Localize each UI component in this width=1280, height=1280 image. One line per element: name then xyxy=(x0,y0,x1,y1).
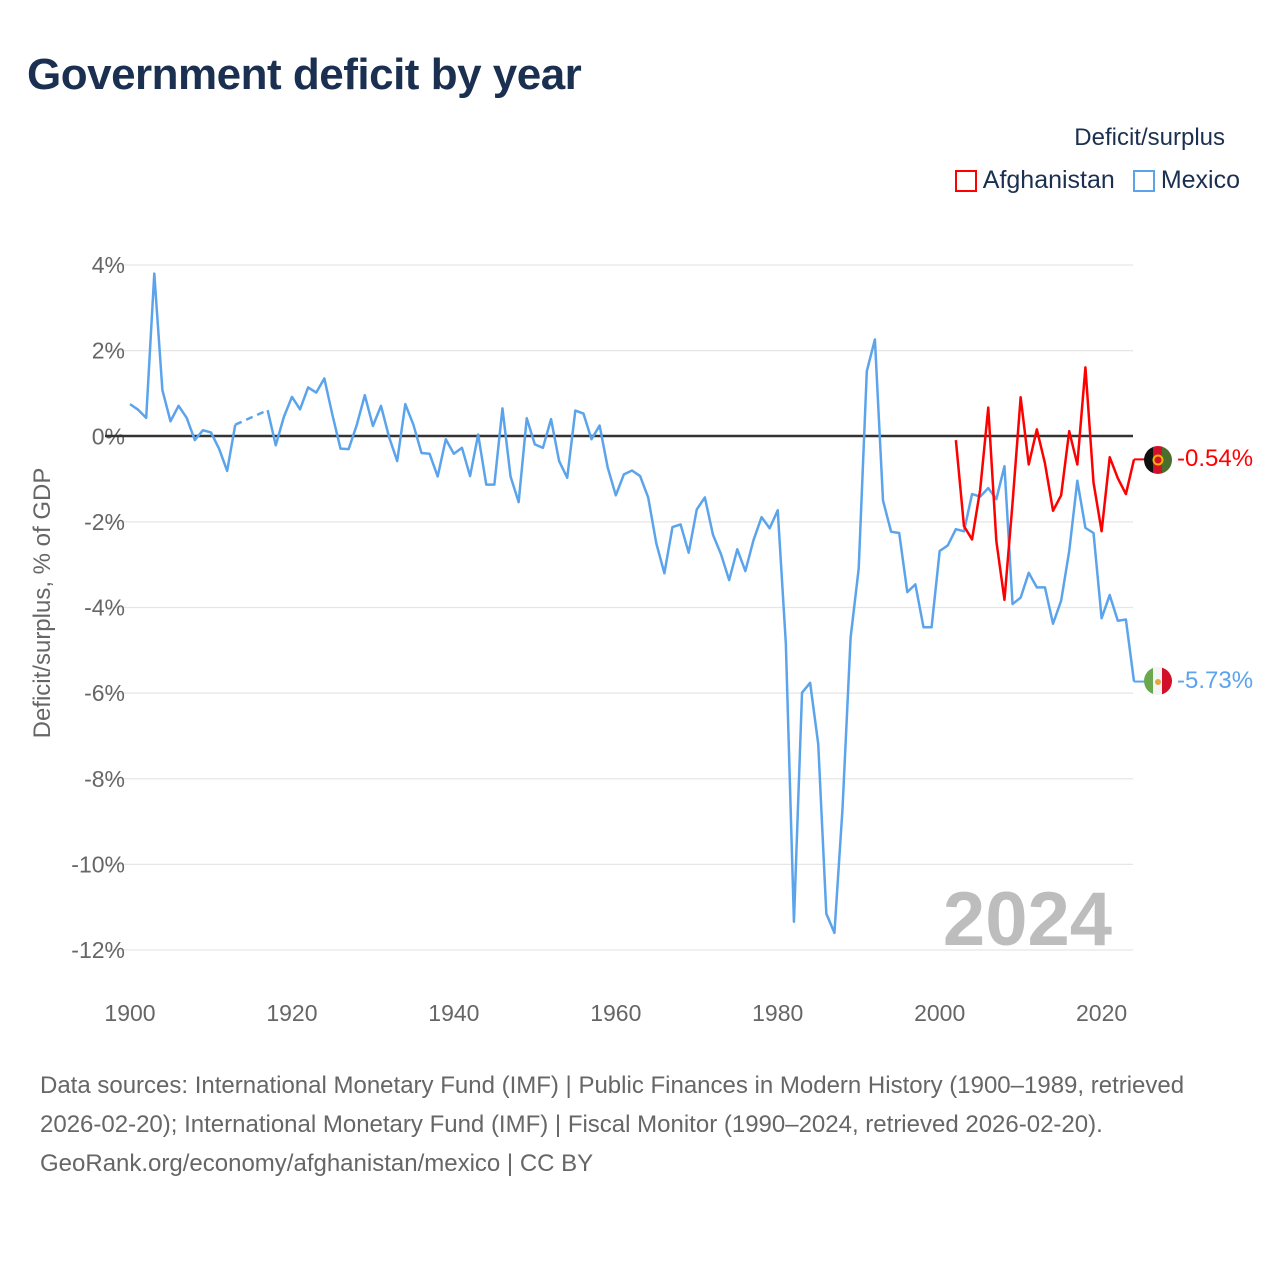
x-tick-label: 1920 xyxy=(266,1000,317,1026)
series-mexico xyxy=(129,272,1146,935)
data-sources: Data sources: International Monetary Fun… xyxy=(40,1072,1185,1138)
legend: Afghanistan Mexico xyxy=(954,166,1240,195)
x-axis-ticks: 1900 1920 1940 1960 1980 2000 2020 xyxy=(104,1000,1127,1026)
x-tick-label: 2020 xyxy=(1076,1000,1127,1026)
legend-item-mexico[interactable]: Mexico xyxy=(1132,166,1240,195)
y-tick-label: 2% xyxy=(92,338,125,364)
gridlines xyxy=(105,264,1133,951)
y-tick-label: -2% xyxy=(84,509,125,535)
chart-title: Government deficit by year xyxy=(27,50,582,99)
end-label-afghanistan: -0.54% xyxy=(1177,445,1253,472)
series-lines xyxy=(129,272,1146,935)
flag-afghanistan-icon xyxy=(1144,446,1172,474)
legend-label-afghanistan: Afghanistan xyxy=(982,166,1115,194)
legend-swatch-mexico xyxy=(1132,169,1155,192)
x-tick-label: 2000 xyxy=(914,1000,965,1026)
legend-swatch-afghanistan xyxy=(954,169,977,192)
current-year-watermark: 2024 xyxy=(943,877,1112,962)
y-axis-label: Deficit/surplus, % of GDP xyxy=(29,468,56,739)
legend-title: Deficit/surplus xyxy=(1074,124,1225,151)
x-tick-label: 1940 xyxy=(428,1000,479,1026)
legend-label-mexico: Mexico xyxy=(1160,166,1240,194)
footer: Data sources: International Monetary Fun… xyxy=(40,1066,1250,1183)
series-line xyxy=(954,366,1136,602)
x-tick-label: 1960 xyxy=(590,1000,641,1026)
series-line xyxy=(129,272,237,473)
x-tick-label: 1980 xyxy=(752,1000,803,1026)
end-label-mexico: -5.73% xyxy=(1177,667,1253,694)
y-tick-label: -12% xyxy=(71,937,125,963)
y-tick-label: -10% xyxy=(71,851,125,877)
flag-mexico-icon xyxy=(1144,667,1172,695)
credit-link[interactable]: GeoRank.org/economy/afghanistan/mexico |… xyxy=(40,1150,594,1177)
y-axis-ticks: 4%2%0%-2%-4%-6%-8%-10%-12% xyxy=(71,252,125,963)
series-line xyxy=(266,338,1136,935)
y-tick-label: -8% xyxy=(84,766,125,792)
y-tick-label: -6% xyxy=(84,680,125,706)
series-afghanistan xyxy=(954,366,1146,602)
y-tick-label: 4% xyxy=(92,252,125,278)
missing-data-segment xyxy=(234,408,269,426)
legend-item-afghanistan[interactable]: Afghanistan xyxy=(954,166,1115,195)
y-tick-label: -4% xyxy=(84,595,125,621)
x-tick-label: 1900 xyxy=(104,1000,155,1026)
